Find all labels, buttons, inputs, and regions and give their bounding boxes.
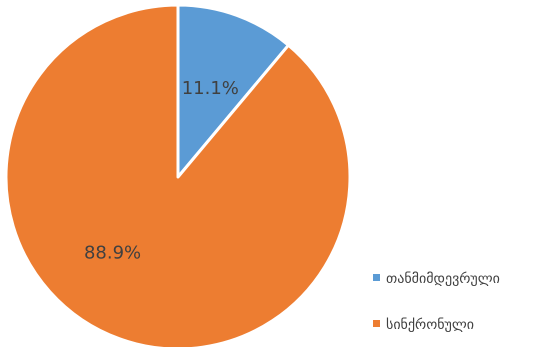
chart-legend: თანმიმდევრული სინქრონული — [373, 270, 500, 333]
pie-data-label-2: 88.9% — [84, 242, 141, 263]
pie-slices — [4, 3, 352, 347]
legend-swatch-2 — [373, 320, 380, 327]
legend-swatch-1 — [373, 274, 380, 281]
pie-slice-2 — [4, 3, 352, 347]
pie-data-labels: 11.1% 88.9% — [84, 78, 239, 263]
legend-label-1: თანმიმდევრული — [386, 270, 500, 287]
pie-slice-1 — [176, 3, 290, 179]
pie-data-label-1: 11.1% — [182, 78, 239, 99]
legend-label-2: სინქრონული — [386, 316, 474, 333]
